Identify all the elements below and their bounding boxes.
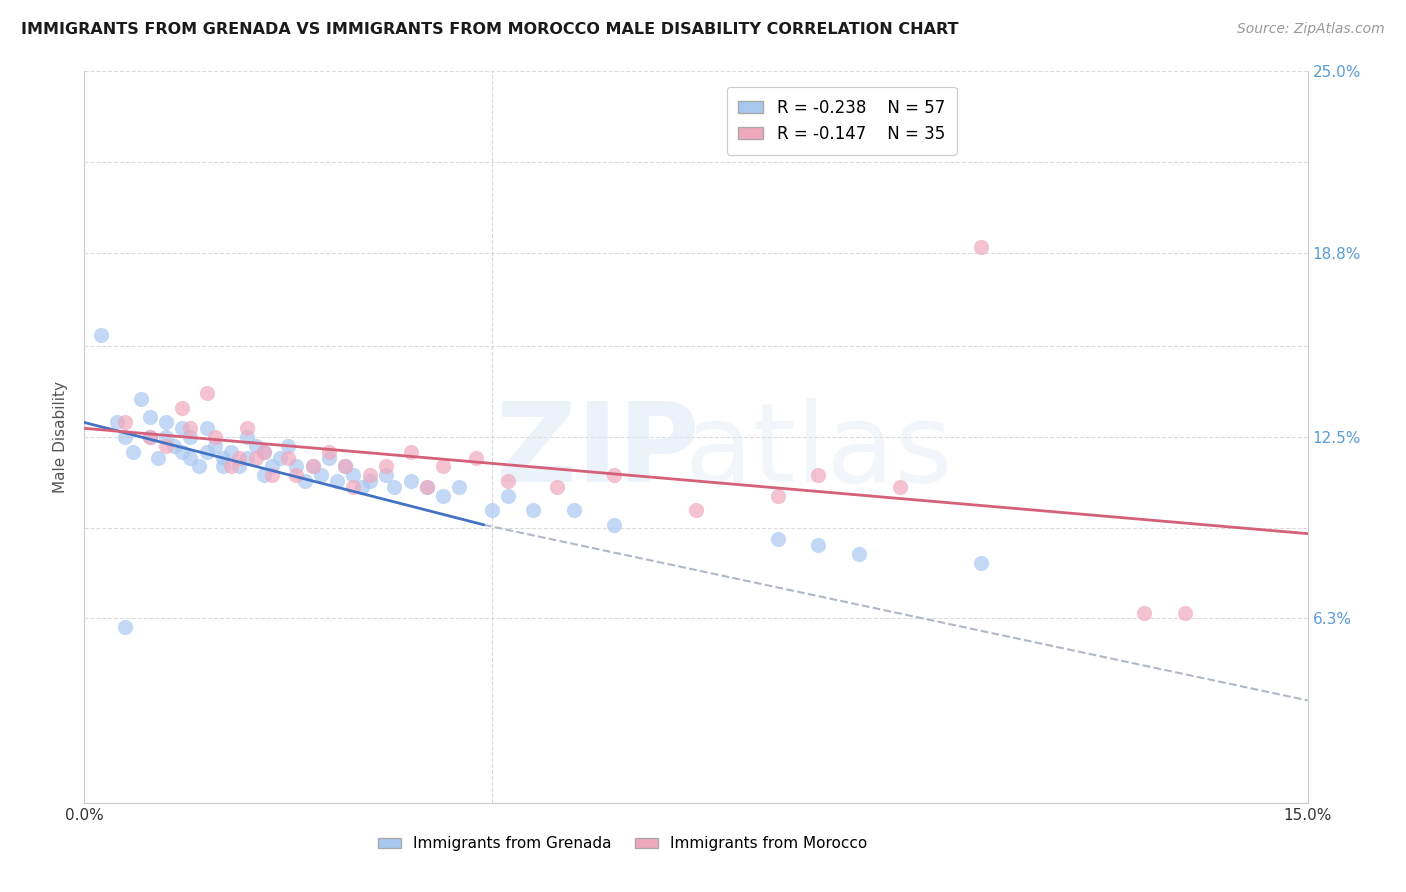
Point — [260, 459, 283, 474]
Point — [138, 409, 160, 424]
Point — [301, 459, 323, 474]
Point — [807, 468, 830, 483]
Text: IMMIGRANTS FROM GRENADA VS IMMIGRANTS FROM MOROCCO MALE DISABILITY CORRELATION C: IMMIGRANTS FROM GRENADA VS IMMIGRANTS FR… — [21, 22, 959, 37]
Point — [172, 421, 194, 435]
Point — [204, 430, 226, 444]
Point — [359, 474, 381, 488]
Point — [318, 450, 340, 465]
Point — [172, 444, 194, 458]
Point — [970, 556, 993, 570]
Point — [163, 439, 186, 453]
Point — [301, 459, 323, 474]
Point — [146, 450, 169, 465]
Point — [326, 474, 349, 488]
Point — [432, 489, 454, 503]
Point — [138, 430, 160, 444]
Point — [253, 468, 276, 483]
Point — [546, 480, 568, 494]
Point — [212, 459, 235, 474]
Point — [464, 450, 486, 465]
Point — [155, 416, 177, 430]
Point — [179, 421, 201, 435]
Point — [253, 444, 276, 458]
Point — [481, 503, 503, 517]
Point — [114, 620, 136, 634]
Point — [432, 459, 454, 474]
Point — [335, 459, 357, 474]
Point — [375, 459, 398, 474]
Point — [236, 421, 259, 435]
Point — [416, 480, 439, 494]
Point — [219, 444, 242, 458]
Point — [172, 401, 194, 415]
Point — [766, 489, 789, 503]
Point — [155, 439, 177, 453]
Point — [269, 450, 291, 465]
Point — [219, 459, 242, 474]
Point — [253, 444, 276, 458]
Point — [155, 430, 177, 444]
Point — [195, 386, 218, 401]
Point — [685, 503, 707, 517]
Point — [294, 474, 316, 488]
Point — [889, 480, 911, 494]
Point — [375, 468, 398, 483]
Point — [277, 439, 299, 453]
Point — [449, 480, 471, 494]
Point — [1133, 606, 1156, 620]
Point — [1174, 606, 1197, 620]
Point — [359, 468, 381, 483]
Point — [245, 450, 267, 465]
Point — [399, 444, 422, 458]
Point — [204, 439, 226, 453]
Point — [562, 503, 585, 517]
Point — [228, 459, 250, 474]
Point — [848, 547, 870, 561]
Point — [114, 430, 136, 444]
Point — [228, 450, 250, 465]
Point — [318, 444, 340, 458]
Point — [766, 533, 789, 547]
Point — [277, 450, 299, 465]
Point — [498, 474, 520, 488]
Point — [335, 459, 357, 474]
Point — [498, 489, 520, 503]
Point — [807, 538, 830, 552]
Point — [342, 480, 364, 494]
Legend: Immigrants from Grenada, Immigrants from Morocco: Immigrants from Grenada, Immigrants from… — [373, 830, 873, 857]
Point — [187, 459, 209, 474]
Point — [236, 450, 259, 465]
Point — [382, 480, 405, 494]
Text: ZIP: ZIP — [496, 398, 700, 505]
Point — [342, 468, 364, 483]
Point — [114, 416, 136, 430]
Point — [195, 444, 218, 458]
Point — [309, 468, 332, 483]
Point — [285, 459, 308, 474]
Point — [131, 392, 153, 406]
Point — [179, 430, 201, 444]
Point — [399, 474, 422, 488]
Point — [105, 416, 128, 430]
Point — [260, 468, 283, 483]
Point — [195, 421, 218, 435]
Point — [970, 240, 993, 254]
Point — [603, 468, 626, 483]
Point — [522, 503, 544, 517]
Text: Source: ZipAtlas.com: Source: ZipAtlas.com — [1237, 22, 1385, 37]
Point — [212, 450, 235, 465]
Point — [236, 430, 259, 444]
Text: atlas: atlas — [685, 398, 952, 505]
Point — [138, 430, 160, 444]
Point — [350, 480, 373, 494]
Point — [245, 439, 267, 453]
Point — [603, 517, 626, 532]
Y-axis label: Male Disability: Male Disability — [53, 381, 69, 493]
Point — [285, 468, 308, 483]
Point — [122, 444, 145, 458]
Point — [179, 450, 201, 465]
Point — [416, 480, 439, 494]
Point — [90, 327, 112, 342]
